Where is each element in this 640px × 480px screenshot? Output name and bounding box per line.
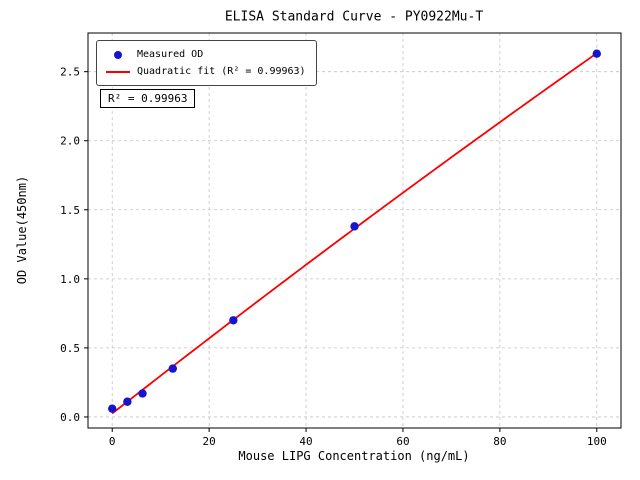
y-tick-label: 0.5	[60, 342, 80, 355]
legend-item-measured-od: Measured OD	[105, 46, 306, 63]
legend-dot-marker-wrap	[105, 50, 131, 59]
data-point	[168, 364, 177, 373]
y-tick-label: 2.0	[60, 135, 80, 148]
x-tick-label: 0	[109, 435, 116, 448]
legend-label-quadratic-fit: Quadratic fit (R² = 0.99963)	[137, 66, 306, 77]
x-tick-label: 80	[493, 435, 506, 448]
legend-item-quadratic-fit: Quadratic fit (R² = 0.99963)	[105, 63, 306, 80]
x-tick-label: 40	[299, 435, 312, 448]
legend-line-marker-wrap	[105, 70, 131, 73]
y-tick-label: 2.5	[60, 66, 80, 79]
data-point	[592, 49, 601, 58]
y-tick-label: 1.0	[60, 273, 80, 286]
plot-frame	[87, 32, 622, 429]
data-point	[229, 316, 238, 325]
x-tick-label: 100	[587, 435, 607, 448]
legend: Measured OD Quadratic fit (R² = 0.99963)	[96, 40, 317, 86]
x-tick-label: 60	[396, 435, 409, 448]
quadratic-fit-line-icon	[106, 70, 130, 73]
y-tick-label: 1.5	[60, 204, 80, 217]
data-point	[350, 222, 359, 231]
x-tick-label: 20	[203, 435, 216, 448]
data-point	[108, 404, 117, 413]
data-point	[123, 397, 132, 406]
legend-label-measured-od: Measured OD	[137, 49, 204, 60]
r-squared-annotation: R² = 0.99963	[100, 89, 196, 108]
chart-title: ELISA Standard Curve - PY0922Mu-T	[224, 9, 484, 25]
y-tick-label: 0.0	[60, 411, 80, 424]
x-axis-label: Mouse LIPG Concentration (ng/mL)	[238, 449, 470, 463]
measured-od-dot-icon	[114, 50, 122, 59]
data-point	[138, 389, 147, 398]
